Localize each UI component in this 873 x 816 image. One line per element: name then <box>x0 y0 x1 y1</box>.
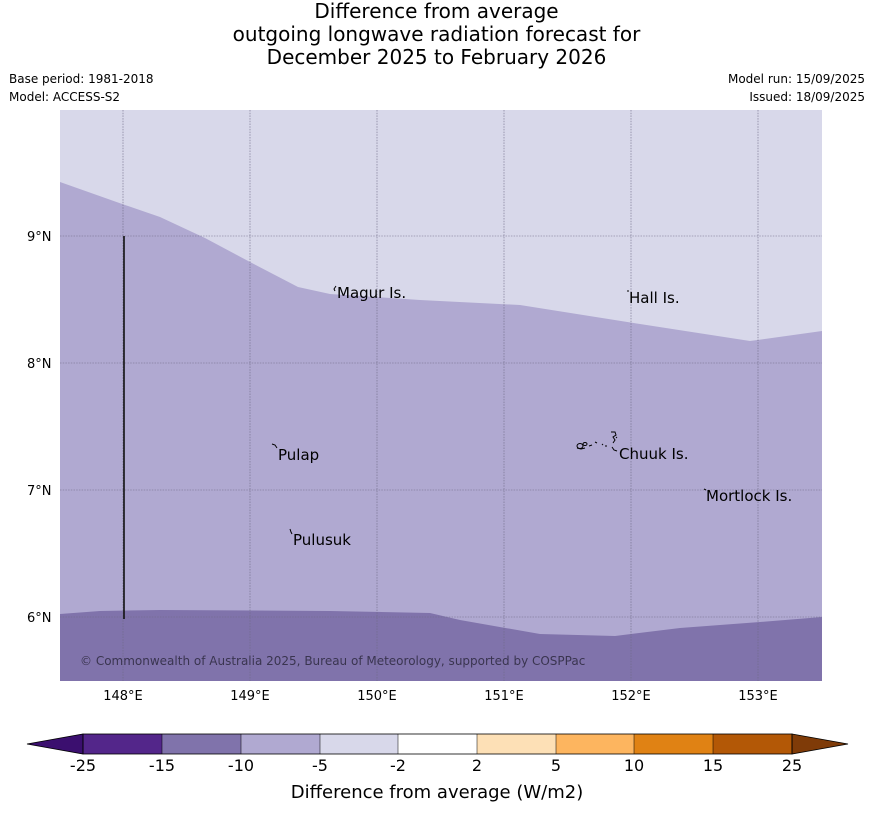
colorbar-tick: -2 <box>390 756 406 775</box>
place-label-pulusuk: Pulusuk <box>293 531 351 549</box>
colorbar-extend-high <box>792 734 848 754</box>
colorbar-outline-low <box>26 733 84 755</box>
model-run: Model run: 15/09/2025 <box>727 72 865 86</box>
island-pulusuk <box>289 528 293 535</box>
colorbar-segment <box>556 734 634 754</box>
title-line-1: Difference from average <box>314 0 559 23</box>
colorbar-tick: -5 <box>312 756 328 775</box>
model-name: Model: ACCESS-S2 <box>9 90 121 104</box>
place-label-magur: Magur Is. <box>337 284 406 302</box>
island-chuuk <box>576 431 618 452</box>
island-outlines <box>271 285 707 535</box>
colorbar-segment <box>320 734 398 754</box>
colorbar-outline-high <box>791 733 849 755</box>
band-dark <box>60 610 822 681</box>
colorbar-segment <box>713 734 792 754</box>
colorbar-tick: 5 <box>551 756 561 775</box>
meta-right: Model run: 15/09/2025 Issued: 18/09/2025 <box>728 70 865 106</box>
colorbar-extend-low <box>27 734 83 754</box>
map-title: Difference from average outgoing longwav… <box>0 0 873 69</box>
colorbar-tick: -15 <box>149 756 175 775</box>
colorbar-segment <box>83 734 162 754</box>
colorbar-segment <box>162 734 241 754</box>
lon-tick-151: 151°E <box>484 689 524 704</box>
meta-left: Base period: 1981-2018 Model: ACCESS-S2 <box>9 70 154 106</box>
colorbar-tick: 10 <box>624 756 644 775</box>
colorbar-tick: 2 <box>472 756 482 775</box>
grid <box>60 110 822 681</box>
island-pulap <box>271 443 278 449</box>
colorbar <box>26 733 849 755</box>
colorbar-segment <box>241 734 320 754</box>
issued-date: Issued: 18/09/2025 <box>749 90 865 104</box>
lon-tick-148: 148°E <box>103 689 143 704</box>
colorbar-tick: 25 <box>782 756 802 775</box>
place-label-chuuk: Chuuk Is. <box>619 445 688 463</box>
island-mortlock <box>703 488 707 491</box>
lat-tick-7: 7°N <box>27 484 52 499</box>
colorbar-tick: 15 <box>703 756 723 775</box>
colorbar-segment <box>477 734 556 754</box>
colorbar-segment <box>634 734 713 754</box>
title-line-2: outgoing longwave radiation forecast for <box>232 22 641 46</box>
colorbar-ticks: -25 -15 -10 -5 -2 2 5 10 15 25 <box>70 756 802 775</box>
colorbar-tick: -10 <box>228 756 254 775</box>
lon-tick-149: 149°E <box>230 689 270 704</box>
lat-tick-6: 6°N <box>27 611 52 626</box>
lon-tick-150: 150°E <box>357 689 397 704</box>
place-label-pulap: Pulap <box>278 446 319 464</box>
lon-tick-153: 153°E <box>738 689 778 704</box>
title-line-3: December 2025 to February 2026 <box>266 45 607 69</box>
island-magur <box>333 285 337 292</box>
colorbar-label: Difference from average (W/m2) <box>291 782 583 803</box>
base-period: Base period: 1981-2018 <box>9 72 154 86</box>
colorbar-segment <box>398 734 477 754</box>
lon-tick-152: 152°E <box>611 689 651 704</box>
place-label-mortlock: Mortlock Is. <box>706 487 792 505</box>
colorbar-tick: -25 <box>70 756 96 775</box>
lat-tick-9: 9°N <box>27 230 52 245</box>
band-medium <box>60 182 822 681</box>
lat-tick-8: 8°N <box>27 357 52 372</box>
place-label-hall: Hall Is. <box>629 289 680 307</box>
copyright-credit: © Commonwealth of Australia 2025, Bureau… <box>80 654 585 668</box>
